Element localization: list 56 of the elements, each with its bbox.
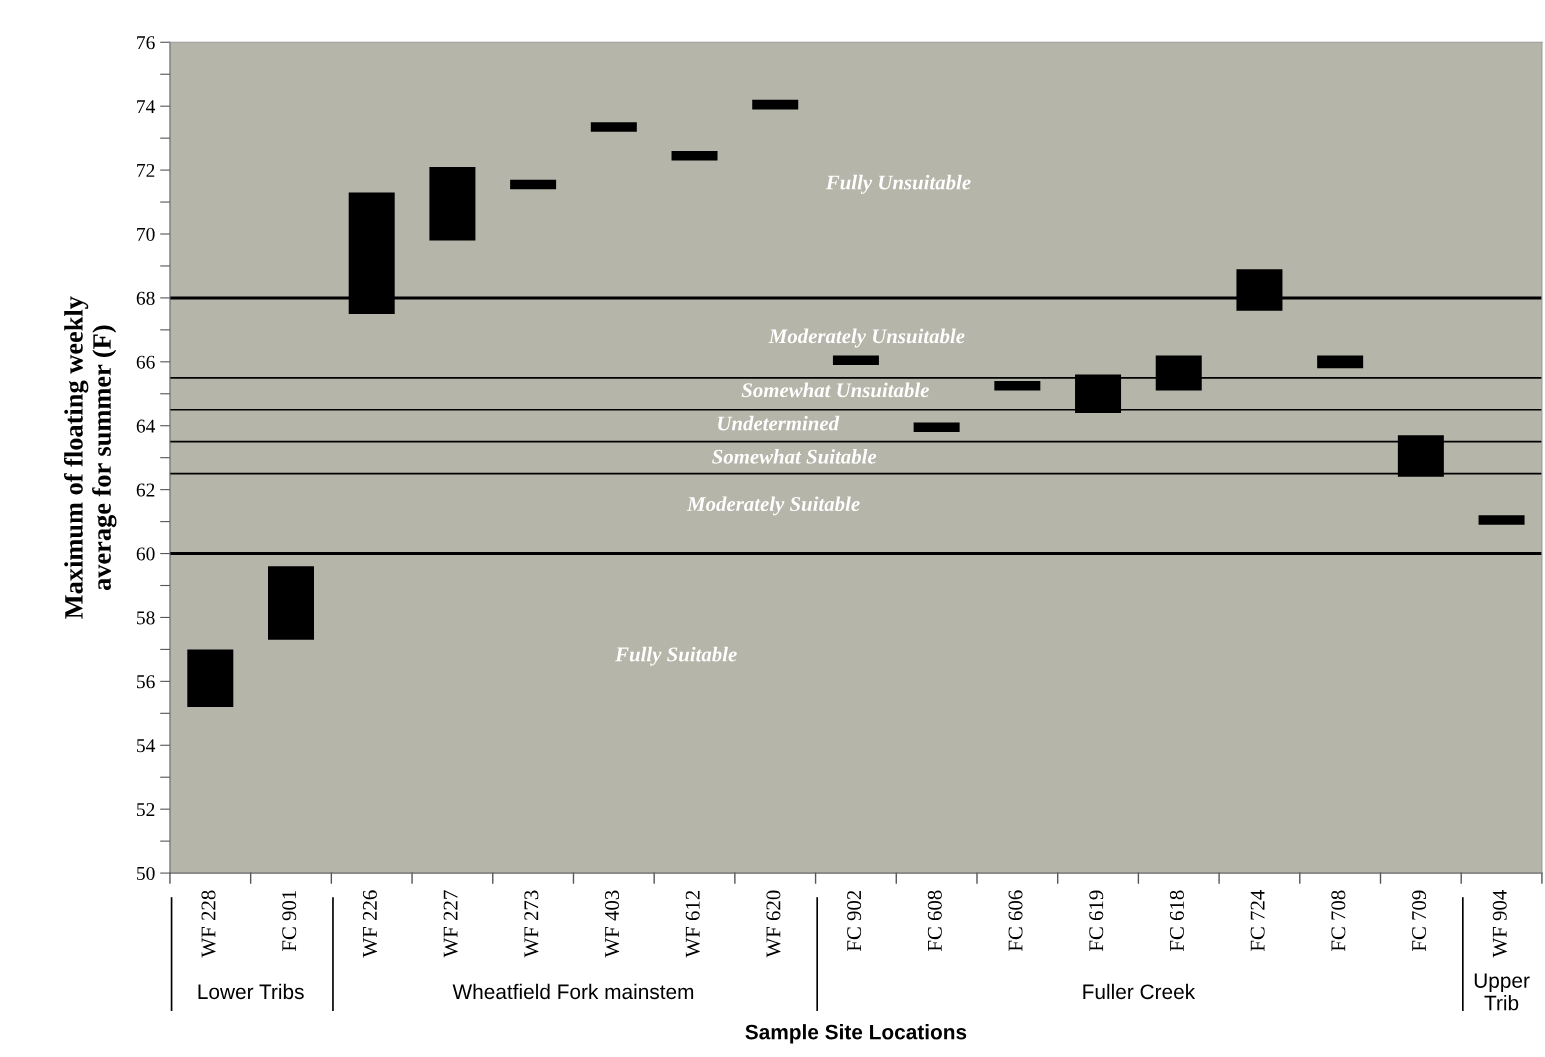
text: Wheatfield Fork mainstem <box>452 983 694 1000</box>
y-tick-label: 70 <box>137 227 155 241</box>
bar <box>671 150 718 161</box>
x-tick-label: FC 606 <box>1008 890 1023 952</box>
x-tick-label: FC 901 <box>282 891 297 952</box>
annotation: Fully Suitable <box>615 646 737 666</box>
bar <box>994 380 1041 391</box>
x-tick-label: FC 902 <box>847 890 862 952</box>
annotation: Fully Unsuitable <box>825 174 971 194</box>
x-tick-label: WF 620 <box>766 890 781 958</box>
y-tick-label: 54 <box>137 739 156 753</box>
x-tick-label: WF 226 <box>362 890 378 958</box>
x-tick-label: FC 618 <box>1169 890 1184 952</box>
annotation: Undetermined <box>718 415 840 431</box>
y-tick-label: 56 <box>137 675 155 689</box>
y-tick-label: 66 <box>136 355 155 369</box>
bar <box>590 122 637 132</box>
y-tick-label: 52 <box>137 803 155 817</box>
y-tick-label: 60 <box>136 547 155 561</box>
y-tick-label: 68 <box>136 291 155 305</box>
annotation: Moderately Unsuitable <box>768 328 965 348</box>
bar <box>752 99 799 110</box>
y-tick-label: 72 <box>137 163 155 177</box>
x-tick-label: FC 724 <box>1250 890 1265 952</box>
bar <box>832 355 879 366</box>
bar <box>510 179 557 190</box>
text: Fuller Creek <box>1083 983 1196 1000</box>
y-tick-label: 74 <box>137 100 156 113</box>
x-tick-label: FC 709 <box>1412 890 1427 952</box>
annotation: Somewhat Suitable <box>712 449 877 464</box>
bar <box>913 422 960 433</box>
annotation: Moderately Suitable <box>686 496 860 516</box>
y-tick-label: 76 <box>137 36 155 50</box>
x-tick-label: FC 608 <box>927 890 942 952</box>
x-tick-label: FC 708 <box>1331 890 1346 952</box>
x-tick-label: WF 228 <box>201 890 216 958</box>
x-tick-label: WF 273 <box>524 890 539 958</box>
annotation: Somewhat Unsuitable <box>741 382 929 398</box>
bar <box>1317 355 1364 369</box>
y-tick-label: 62 <box>136 483 155 497</box>
x-tick-label: WF 403 <box>604 890 620 958</box>
y-tick-label: 50 <box>137 866 155 881</box>
y-axis-title: Maximum of floating weekly average for summer (F) <box>63 296 117 619</box>
x-tick-label: WF 612 <box>685 890 700 958</box>
x-axis-title: Sample Site Locations <box>745 1024 967 1044</box>
x-tick-label: WF 227 <box>443 890 458 958</box>
bar <box>1478 515 1525 525</box>
text: Upper Trib <box>1474 973 1530 1011</box>
y-tick-label: 58 <box>137 611 155 625</box>
bar <box>187 649 234 707</box>
y-tick-label: 64 <box>136 419 156 433</box>
text: Lower Tribs <box>198 983 304 1000</box>
x-tick-label: WF 904 <box>1492 890 1507 958</box>
x-tick-label: FC 619 <box>1089 890 1104 952</box>
bar <box>429 166 476 241</box>
bar <box>268 566 315 640</box>
